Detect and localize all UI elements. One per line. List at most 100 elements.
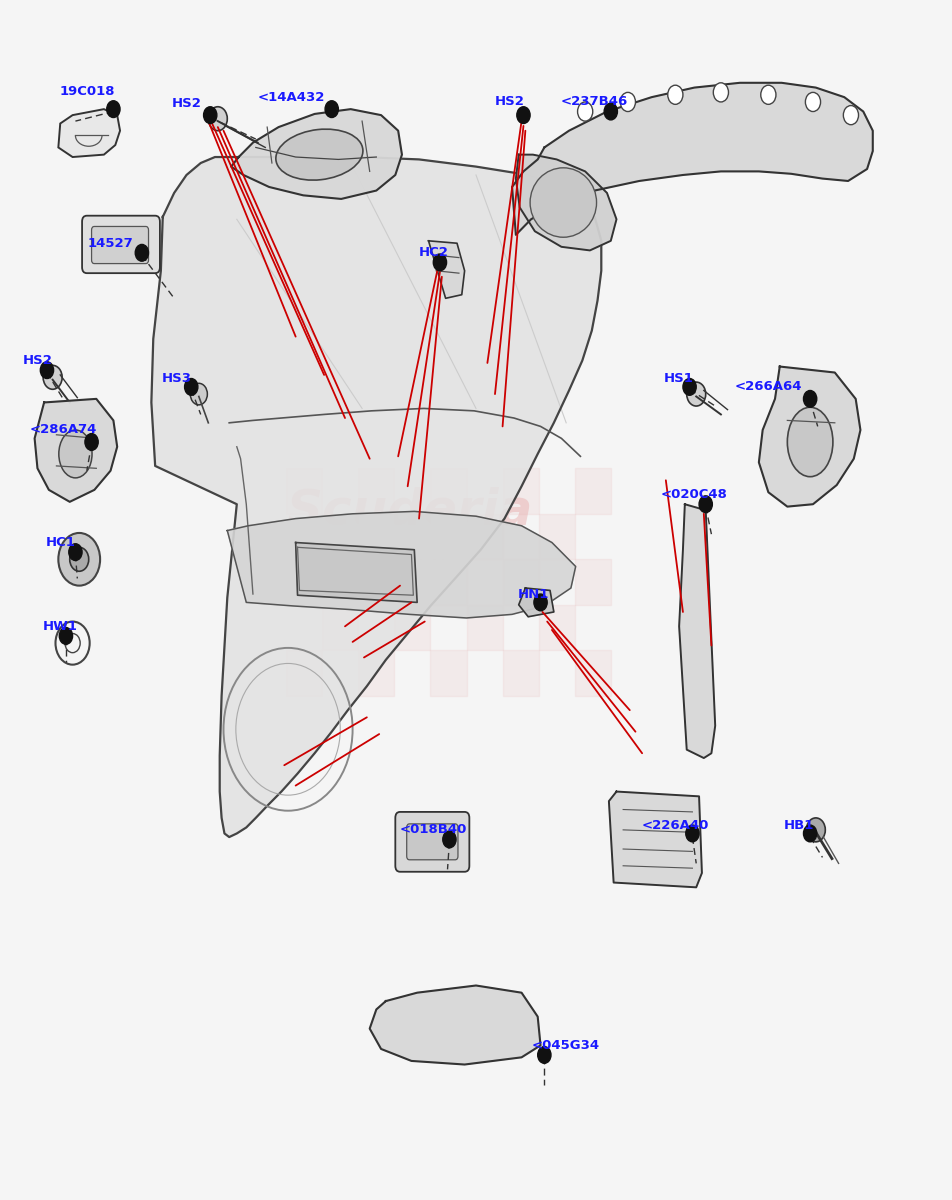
Circle shape — [803, 826, 817, 842]
Text: autoparts: autoparts — [287, 550, 446, 583]
Polygon shape — [609, 792, 702, 887]
Polygon shape — [228, 511, 576, 618]
Bar — [430, 650, 466, 696]
Text: HS2: HS2 — [171, 97, 202, 109]
Bar — [503, 559, 539, 605]
Polygon shape — [151, 157, 602, 838]
Circle shape — [699, 496, 712, 512]
Bar — [394, 514, 430, 559]
Circle shape — [806, 818, 825, 842]
Ellipse shape — [59, 430, 92, 478]
FancyBboxPatch shape — [395, 812, 469, 871]
Bar — [503, 650, 539, 696]
Text: HS1: HS1 — [664, 372, 694, 385]
Circle shape — [204, 107, 217, 124]
Polygon shape — [428, 241, 465, 299]
Bar — [287, 468, 322, 514]
Bar — [358, 650, 394, 696]
Text: <020C48: <020C48 — [661, 488, 727, 502]
Text: HB1: HB1 — [783, 818, 814, 832]
Circle shape — [58, 533, 100, 586]
Text: <14A432: <14A432 — [257, 91, 325, 103]
FancyBboxPatch shape — [82, 216, 160, 274]
Bar — [322, 605, 358, 650]
Bar — [575, 559, 611, 605]
Text: <286A74: <286A74 — [30, 424, 97, 437]
Polygon shape — [296, 542, 417, 602]
Bar — [466, 605, 503, 650]
Circle shape — [43, 365, 62, 389]
Circle shape — [69, 547, 89, 571]
Bar — [287, 650, 322, 696]
Circle shape — [538, 1046, 551, 1063]
Text: HS3: HS3 — [162, 372, 192, 385]
Circle shape — [69, 544, 82, 560]
Text: 14527: 14527 — [88, 236, 133, 250]
Circle shape — [683, 378, 696, 395]
Circle shape — [190, 383, 208, 404]
Circle shape — [803, 390, 817, 407]
Circle shape — [578, 102, 593, 121]
Polygon shape — [34, 398, 117, 502]
Polygon shape — [516, 155, 617, 251]
Polygon shape — [512, 83, 873, 235]
Text: HC1: HC1 — [46, 536, 75, 550]
Text: <237B46: <237B46 — [561, 96, 628, 108]
Circle shape — [713, 83, 728, 102]
Ellipse shape — [787, 407, 833, 476]
Bar — [539, 605, 575, 650]
Circle shape — [433, 254, 446, 271]
Bar — [394, 605, 430, 650]
FancyBboxPatch shape — [407, 824, 458, 859]
Bar — [539, 514, 575, 559]
Circle shape — [621, 92, 636, 112]
Text: <266A64: <266A64 — [735, 380, 803, 394]
Text: 19C018: 19C018 — [59, 85, 114, 97]
Circle shape — [761, 85, 776, 104]
Bar — [287, 559, 322, 605]
Circle shape — [185, 378, 198, 395]
Ellipse shape — [530, 168, 597, 238]
Bar — [322, 514, 358, 559]
Bar — [358, 468, 394, 514]
Bar — [430, 559, 466, 605]
Text: HS2: HS2 — [23, 354, 52, 367]
Circle shape — [667, 85, 683, 104]
Ellipse shape — [276, 130, 363, 180]
Text: HS2: HS2 — [494, 96, 525, 108]
Circle shape — [443, 832, 456, 848]
Circle shape — [805, 92, 821, 112]
Circle shape — [843, 106, 859, 125]
Circle shape — [107, 101, 120, 118]
Circle shape — [325, 101, 338, 118]
Polygon shape — [519, 588, 554, 617]
Circle shape — [605, 103, 618, 120]
Bar — [575, 650, 611, 696]
Bar — [575, 468, 611, 514]
FancyBboxPatch shape — [91, 227, 149, 264]
Circle shape — [686, 382, 705, 406]
Polygon shape — [231, 109, 402, 199]
Polygon shape — [58, 109, 120, 157]
Text: <018B40: <018B40 — [400, 823, 467, 836]
Text: Scuderia: Scuderia — [287, 486, 532, 534]
Text: HN1: HN1 — [517, 588, 548, 600]
Circle shape — [59, 628, 72, 644]
Text: <226A40: <226A40 — [642, 818, 709, 832]
Bar — [358, 559, 394, 605]
Circle shape — [135, 245, 149, 262]
Polygon shape — [369, 985, 541, 1064]
Bar — [430, 468, 466, 514]
Bar — [466, 514, 503, 559]
Bar — [503, 468, 539, 514]
Text: HW1: HW1 — [43, 620, 78, 632]
Circle shape — [40, 361, 53, 378]
Text: <045G34: <045G34 — [532, 1039, 601, 1052]
Circle shape — [85, 433, 98, 450]
Circle shape — [208, 107, 228, 131]
Circle shape — [685, 826, 699, 842]
Text: HC2: HC2 — [418, 246, 448, 259]
Polygon shape — [759, 366, 861, 506]
Circle shape — [534, 594, 547, 611]
Circle shape — [517, 107, 530, 124]
